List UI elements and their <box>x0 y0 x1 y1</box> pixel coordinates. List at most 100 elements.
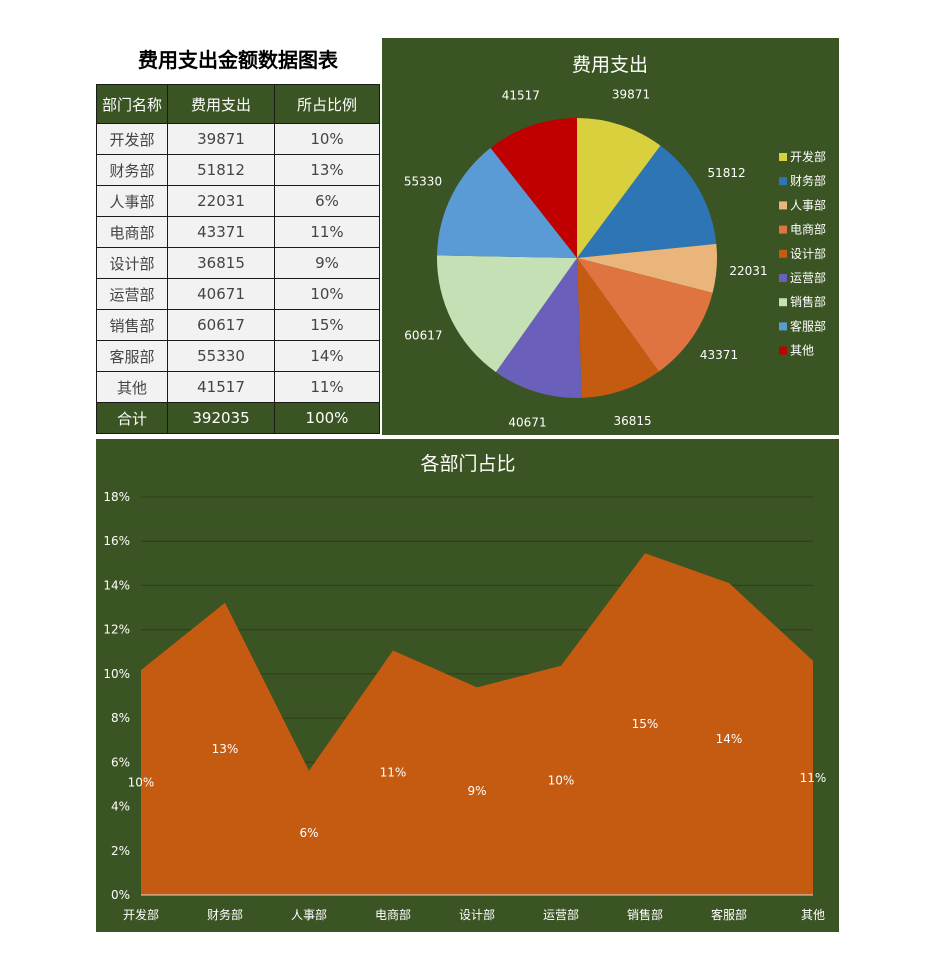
legend-label: 设计部 <box>790 246 826 261</box>
header-amount: 费用支出 <box>167 84 275 124</box>
table-row: 销售部 60617 15% <box>96 309 380 341</box>
pie-data-label: 51812 <box>708 166 746 180</box>
table-row: 开发部 39871 10% <box>96 123 380 155</box>
total-pct: 100% <box>274 402 380 434</box>
pie-slice-8 <box>437 147 577 258</box>
area-data-label: 9% <box>467 784 486 798</box>
legend-swatch <box>779 322 787 331</box>
cell-dept: 销售部 <box>96 309 168 341</box>
pie-data-label: 43371 <box>700 348 738 362</box>
area-data-label: 13% <box>212 742 239 756</box>
cell-amount: 36815 <box>167 247 275 279</box>
y-tick-label: 2% <box>111 844 130 858</box>
table-header-row: 部门名称 费用支出 所占比例 <box>96 84 380 124</box>
legend-swatch <box>779 153 787 161</box>
area-data-label: 14% <box>716 732 743 746</box>
pie-data-label: 22031 <box>729 264 767 278</box>
pie-chart: 费用支出 39871 51812 22031 43371 36815 40671 60617… <box>404 54 826 430</box>
legend-swatch <box>779 225 787 234</box>
area-chart-panel: 各部门占比 0% 2% 4% 6% 8% 10% 12% 14% 16% 18% 10% 开发部 13%… <box>96 439 839 932</box>
legend-label: 人事部 <box>790 197 826 212</box>
total-label: 合计 <box>96 402 168 434</box>
area-data-label: 15% <box>632 717 659 731</box>
x-tick-label: 人事部 <box>291 907 327 922</box>
y-tick-label: 0% <box>111 888 130 902</box>
table-row: 电商部 43371 11% <box>96 216 380 248</box>
cell-dept: 其他 <box>96 371 168 403</box>
cell-dept: 运营部 <box>96 278 168 310</box>
cell-pct: 6% <box>274 185 380 217</box>
x-tick-label: 客服部 <box>711 907 747 922</box>
pie-slice-3 <box>577 243 717 293</box>
cell-pct: 11% <box>274 371 380 403</box>
expense-table: 部门名称 费用支出 所占比例 开发部 39871 10% 财务部 51812 13% 人… <box>96 84 380 434</box>
area-data-label: 11% <box>800 771 827 785</box>
page-title: 费用支出金额数据图表 <box>138 48 338 72</box>
header-dept: 部门名称 <box>96 84 168 124</box>
area-chart: 各部门占比 0% 2% 4% 6% 8% 10% 12% 14% 16% 18% 10% 开发部 13%… <box>103 453 827 922</box>
table-row: 设计部 36815 9% <box>96 247 380 279</box>
x-tick-label: 电商部 <box>375 907 411 922</box>
area-data-label: 6% <box>299 826 318 840</box>
cell-pct: 11% <box>274 216 380 248</box>
y-tick-label: 10% <box>103 667 130 681</box>
x-tick-label: 开发部 <box>123 907 159 922</box>
y-tick-label: 6% <box>111 755 130 769</box>
cell-dept: 设计部 <box>96 247 168 279</box>
x-tick-label: 运营部 <box>543 907 579 922</box>
pie-slice-6 <box>495 258 582 399</box>
cell-amount: 51812 <box>167 154 275 186</box>
area-data-label: 10% <box>128 776 155 790</box>
cell-dept: 开发部 <box>96 123 168 155</box>
pie-slice-2 <box>577 145 717 258</box>
table-row: 财务部 51812 13% <box>96 154 380 186</box>
y-tick-label: 16% <box>103 534 130 548</box>
pie-slice-5 <box>577 258 659 398</box>
pie-slice-4 <box>577 258 713 372</box>
pie-slice-1 <box>577 118 661 258</box>
table-total-row: 合计 392035 100% <box>96 402 380 434</box>
pie-data-label: 39871 <box>612 88 650 102</box>
legend-label: 财务部 <box>790 173 826 188</box>
legend-swatch <box>779 201 787 210</box>
area-series <box>141 553 813 895</box>
legend-label: 客服部 <box>790 318 826 333</box>
pie-chart-panel: 费用支出 39871 51812 22031 43371 36815 40671 60617… <box>382 38 839 435</box>
y-tick-label: 12% <box>103 623 130 637</box>
cell-pct: 9% <box>274 247 380 279</box>
area-chart-title: 各部门占比 <box>420 453 515 475</box>
cell-pct: 14% <box>274 340 380 372</box>
cell-pct: 10% <box>274 123 380 155</box>
legend-label: 电商部 <box>790 222 826 237</box>
cell-dept: 财务部 <box>96 154 168 186</box>
table-row: 客服部 55330 14% <box>96 340 380 372</box>
legend-label: 销售部 <box>790 294 826 309</box>
legend-swatch <box>779 298 787 307</box>
x-tick-label: 设计部 <box>459 907 495 922</box>
cell-dept: 电商部 <box>96 216 168 248</box>
pie-chart-title: 费用支出 <box>572 54 648 76</box>
cell-amount: 40671 <box>167 278 275 310</box>
x-tick-label: 其他 <box>801 908 825 922</box>
area-data-label: 11% <box>380 766 407 780</box>
cell-amount: 22031 <box>167 185 275 217</box>
x-tick-label: 销售部 <box>627 907 663 922</box>
cell-amount: 41517 <box>167 371 275 403</box>
legend-swatch <box>779 249 787 258</box>
y-tick-label: 4% <box>111 800 130 814</box>
table-row: 人事部 22031 6% <box>96 185 380 217</box>
legend-swatch <box>779 177 787 186</box>
legend-swatch <box>779 346 787 355</box>
legend-label: 其他 <box>790 344 814 358</box>
table-row: 运营部 40671 10% <box>96 278 380 310</box>
cell-amount: 55330 <box>167 340 275 372</box>
table-row: 其他 41517 11% <box>96 371 380 403</box>
cell-pct: 15% <box>274 309 380 341</box>
cell-pct: 13% <box>274 154 380 186</box>
pie-slice-9 <box>490 118 577 258</box>
y-tick-label: 18% <box>103 490 130 504</box>
y-tick-label: 14% <box>103 578 130 592</box>
y-tick-label: 8% <box>111 711 130 725</box>
cell-amount: 60617 <box>167 309 275 341</box>
legend-label: 运营部 <box>790 270 826 285</box>
